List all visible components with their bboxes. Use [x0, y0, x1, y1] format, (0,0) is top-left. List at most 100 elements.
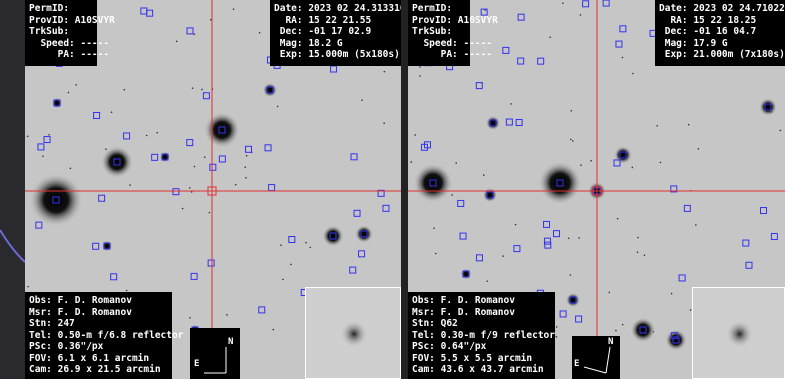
star: [101, 240, 113, 252]
text-line: Obs: F. D. Romanov: [29, 295, 132, 306]
faint-star: [562, 2, 564, 5]
faint-star: [570, 109, 573, 112]
text-line: RA: 15 22 21.55: [274, 14, 372, 26]
text-line: Exp: 15.000m (5x180s): [274, 49, 400, 60]
catalog-marker: [288, 235, 296, 243]
catalog-marker: [559, 310, 567, 318]
catalog-marker: [123, 132, 131, 140]
faint-star: [305, 241, 307, 244]
catalog-marker: [329, 232, 337, 240]
catalog-marker: [764, 103, 772, 111]
faint-star: [414, 134, 416, 136]
image-panel: PermID: ProvID: A10SVYR TrkSub: Speed: ---…: [408, 0, 785, 379]
faint-star: [191, 87, 194, 89]
faint-star: [110, 111, 113, 114]
faint-star: [608, 291, 611, 294]
faint-star: [616, 217, 619, 220]
catalog-marker: [113, 158, 121, 166]
catalog-marker: [92, 242, 100, 250]
catalog-marker: [330, 65, 338, 73]
faint-star: [189, 316, 191, 319]
faint-star: [615, 329, 617, 332]
faint-star: [145, 134, 148, 137]
catalog-marker: [480, 8, 488, 16]
star: [322, 225, 344, 247]
info-box: Obs: F. D. Romanov Msr: F. D. Romanov Stn:…: [408, 292, 555, 379]
star: [204, 112, 240, 148]
faint-star: [209, 18, 212, 21]
star: [460, 268, 472, 280]
star: [665, 329, 687, 351]
north-arrow: [605, 346, 611, 374]
star: [565, 292, 581, 308]
image-panel: PermID: ProvID: A10SVYR TrkSub: Speed: ---…: [25, 0, 401, 379]
catalog-marker: [582, 0, 590, 8]
catalog-marker: [382, 204, 390, 212]
faint-star: [580, 164, 582, 166]
faint-star: [276, 105, 279, 108]
compass-east: E: [574, 359, 580, 369]
text-line: Mag: 18.2 G: [274, 37, 343, 49]
catalog-marker: [760, 207, 768, 215]
catalog-marker: [37, 143, 45, 151]
faint-star: [383, 122, 385, 124]
faint-star: [632, 72, 634, 75]
text-line: ProvID: A10SVYR: [412, 14, 498, 26]
star: [759, 98, 777, 116]
text-line: PA: -----: [412, 49, 493, 60]
faint-star: [451, 194, 453, 196]
faint-star: [69, 167, 72, 170]
catalog-marker: [544, 241, 552, 249]
faint-star: [125, 289, 128, 292]
catalog-marker: [377, 189, 385, 197]
faint-star: [510, 103, 512, 105]
catalog-marker: [670, 332, 678, 340]
catalog-marker: [517, 57, 525, 65]
target-object: [725, 320, 754, 348]
text-line: ProvID: A10SVYR: [29, 14, 115, 26]
catalog-marker: [190, 272, 198, 280]
star: [355, 225, 373, 243]
faint-star: [502, 255, 504, 257]
catalog-marker: [515, 119, 523, 127]
faint-star: [514, 223, 517, 226]
catalog-marker: [457, 199, 465, 207]
catalog-marker: [264, 144, 272, 152]
catalog-marker: [186, 27, 194, 35]
catalog-marker: [429, 179, 437, 187]
faint-star: [484, 9, 487, 11]
text-line: PSc: 0.64"/px: [412, 341, 487, 352]
faint-star: [272, 328, 275, 331]
info-box: Obs: F. D. Romanov Msr: F. D. Romanov Stn:…: [25, 292, 183, 379]
catalog-marker: [462, 270, 470, 278]
faint-star: [208, 211, 211, 214]
faint-star: [193, 33, 196, 35]
faint-star: [695, 224, 697, 226]
faint-star: [201, 88, 203, 91]
faint-star: [621, 323, 624, 326]
star: [262, 82, 278, 98]
catalog-marker: [349, 266, 357, 274]
faint-star: [455, 162, 458, 164]
text-line: PA: -----: [29, 49, 110, 60]
star: [482, 187, 498, 203]
catalog-marker: [486, 191, 494, 199]
faint-star: [670, 292, 673, 295]
catalog-marker: [742, 239, 750, 247]
catalog-marker: [98, 194, 106, 202]
text-line: Msr: F. D. Romanov: [29, 306, 132, 318]
faint-star: [631, 166, 634, 169]
text-line: FOV: 6.1 x 6.1 arcmin: [29, 352, 150, 364]
star: [538, 161, 582, 205]
id-box: PermID: ProvID: A10SVYR TrkSub: Speed: ---…: [25, 0, 115, 66]
faint-star: [570, 138, 572, 141]
faint-star: [258, 31, 261, 34]
text-line: Cam: 26.9 x 21.5 arcmin: [29, 364, 161, 375]
catalog-marker: [639, 326, 647, 334]
faint-star: [67, 91, 70, 94]
compass-arrows: [583, 346, 611, 374]
faint-star: [486, 280, 489, 282]
text-line: PSc: 0.36"/px: [29, 341, 104, 352]
faint-star: [105, 148, 107, 150]
faint-star: [571, 140, 574, 142]
